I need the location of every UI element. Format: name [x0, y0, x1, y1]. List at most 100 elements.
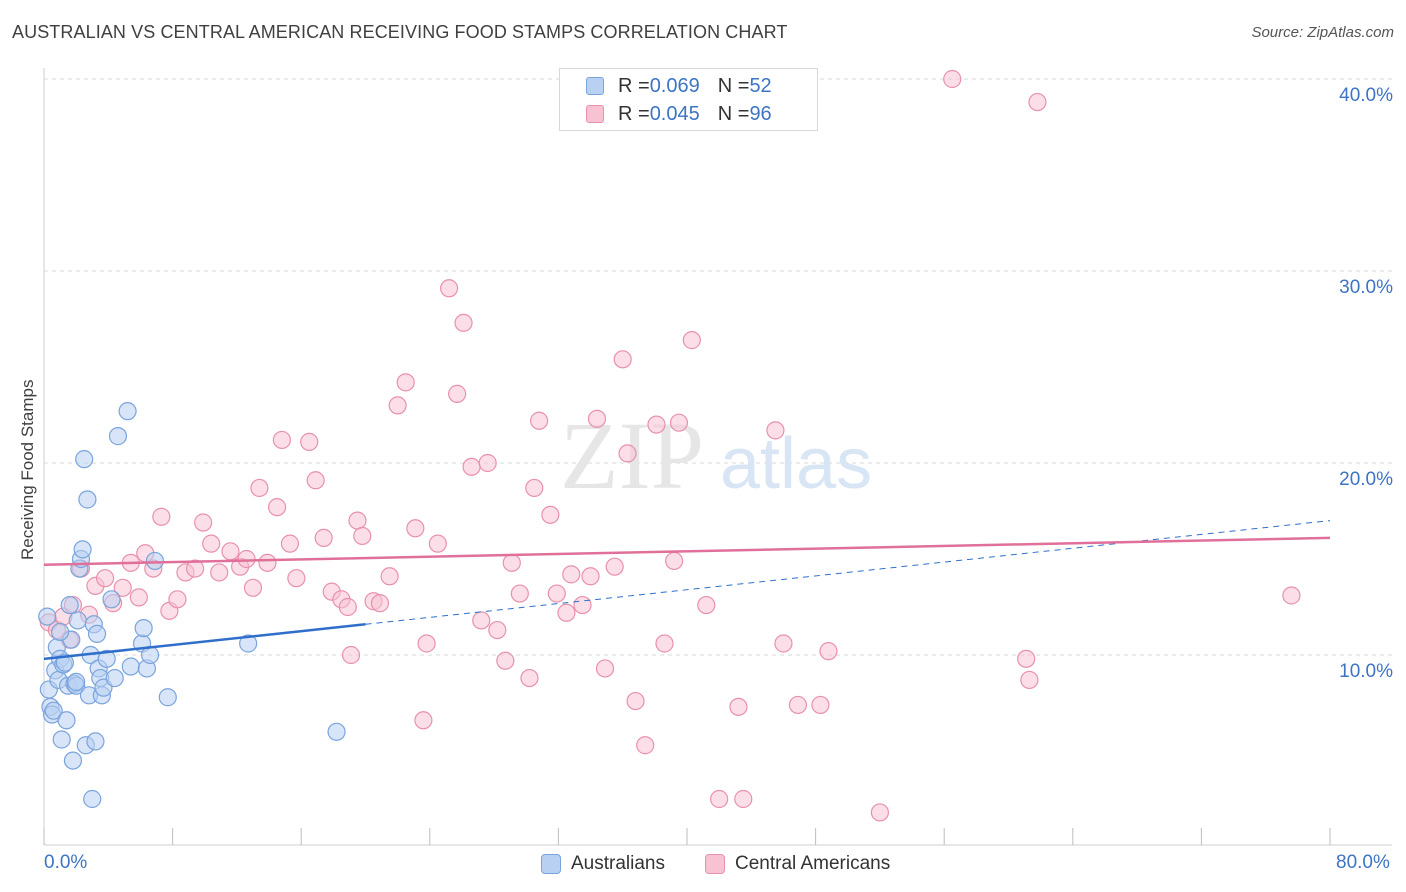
central-americans-point	[243, 578, 263, 597]
australians-point	[239, 634, 258, 653]
central-americans-point	[697, 595, 716, 615]
australians-point	[75, 450, 94, 469]
central-americans-point	[272, 430, 292, 450]
grid-lines	[44, 78, 1392, 656]
central-americans-points	[39, 69, 1301, 822]
australians-point	[145, 551, 165, 571]
y-tick-label: 10.0%	[1339, 661, 1393, 682]
central-americans-point	[682, 331, 701, 350]
central-americans-point	[113, 578, 132, 597]
y-axis-label: Receiving Food Stamps	[18, 379, 37, 560]
legend-item-australians: Australians	[541, 851, 665, 877]
central-americans-point	[428, 534, 447, 553]
legend-swatch-blue	[586, 77, 604, 95]
legend-r-label: R =	[618, 74, 650, 97]
central-americans-point	[870, 803, 890, 822]
central-americans-point	[541, 505, 560, 524]
australians-point	[73, 540, 92, 559]
central-americans-point	[1017, 649, 1036, 668]
central-americans-point	[774, 634, 793, 653]
central-americans-point	[710, 789, 729, 809]
central-americans-point	[943, 69, 962, 89]
central-americans-point	[129, 588, 148, 607]
trend-lines	[43, 520, 1331, 661]
central-americans-point	[338, 597, 357, 617]
central-americans-point	[562, 565, 581, 584]
central-americans-point	[152, 507, 171, 526]
central-americans-point	[168, 590, 187, 609]
central-americans-point	[417, 634, 436, 653]
central-americans-point	[287, 569, 306, 588]
central-americans-point	[221, 542, 240, 561]
central-americans-point	[448, 384, 467, 403]
legend-item-central-americans: Central Americans	[705, 851, 890, 877]
central-americans-point	[478, 453, 497, 473]
legend-swatch-blue	[541, 854, 561, 874]
legend-r-value: 0.045	[649, 102, 700, 125]
y-tick-label: 20.0%	[1339, 469, 1393, 490]
legend-r-value: 0.069	[649, 74, 700, 97]
central-americans-point	[314, 528, 333, 547]
australians-point	[60, 595, 79, 615]
central-americans-point	[380, 567, 399, 586]
central-americans-point	[202, 534, 221, 553]
legend-label-australians: Australians	[571, 853, 665, 874]
australians-point	[68, 611, 87, 630]
central-americans-point	[194, 513, 213, 532]
central-americans-point	[462, 457, 481, 476]
source-label: Source: ZipAtlas.com	[1251, 24, 1394, 41]
chart-title: AUSTRALIAN VS CENTRAL AMERICAN RECEIVING…	[12, 22, 788, 42]
australians-point	[78, 490, 97, 509]
central-americans-point	[647, 415, 666, 434]
central-americans-point	[370, 594, 390, 613]
australians-point	[44, 701, 63, 720]
legend-swatch-pink	[705, 854, 725, 874]
central-americans-point	[819, 642, 838, 661]
legend-n-value: 96	[749, 102, 772, 125]
australians-point	[134, 619, 153, 638]
central-americans-point	[472, 611, 491, 630]
central-americans-point	[1028, 92, 1047, 112]
central-americans-point	[626, 691, 645, 711]
central-americans-point	[388, 396, 407, 415]
central-americans-point	[766, 421, 785, 440]
central-americans-point	[454, 313, 473, 332]
australians-point	[121, 657, 140, 676]
y-tick-label: 30.0%	[1339, 277, 1393, 298]
central-americans-point	[595, 659, 615, 678]
australians-point	[57, 711, 76, 730]
legend-n-label: N =	[717, 74, 750, 97]
australians-point	[108, 427, 128, 446]
australians-point	[50, 622, 70, 642]
central-americans-point	[267, 498, 287, 517]
central-americans-point	[280, 534, 300, 553]
central-americans-point	[636, 736, 655, 755]
central-americans-point	[502, 553, 521, 572]
watermark: ZIP atlas	[560, 402, 872, 509]
australians-trend-line	[43, 623, 366, 661]
australians-point	[97, 649, 116, 668]
legend-row-central-americans: R = 0.045 N = 96	[586, 102, 772, 126]
australians-trend-dashed	[365, 520, 1331, 625]
central-americans-point	[353, 526, 372, 546]
australians-point	[158, 688, 177, 707]
central-americans-point	[186, 559, 205, 578]
central-americans-point	[557, 603, 576, 622]
australians-point	[67, 672, 86, 691]
central-americans-point	[811, 695, 830, 715]
australians-point	[86, 732, 105, 751]
central-americans-point	[210, 563, 229, 582]
central-americans-point	[665, 551, 684, 571]
australians-point	[83, 789, 102, 809]
axes	[43, 68, 1392, 846]
central-americans-point	[396, 373, 415, 392]
central-americans-point	[525, 478, 544, 498]
central-americans-point	[95, 569, 115, 588]
australians-point	[118, 402, 137, 421]
australians-point	[327, 722, 346, 741]
australians-point	[38, 607, 57, 626]
x-tick-label-max: 80.0%	[1336, 852, 1390, 873]
central-americans-point	[669, 413, 689, 432]
australians-point	[105, 668, 124, 688]
central-americans-point	[618, 444, 637, 463]
